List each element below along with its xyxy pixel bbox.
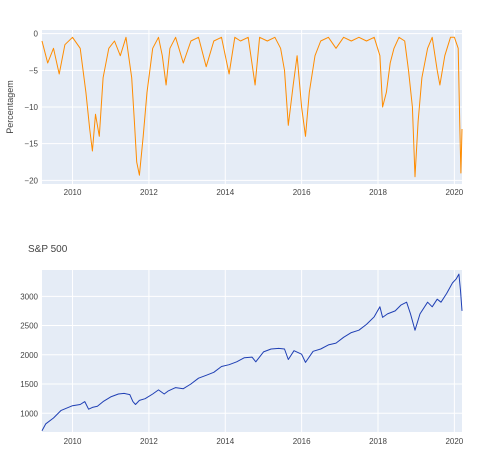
x-tick-label: 2010: [64, 437, 82, 446]
y-tick-label: −5: [29, 66, 39, 75]
x-tick-label: 2018: [369, 188, 387, 197]
x-tick-label: 2016: [293, 437, 311, 446]
y-tick-label: −15: [24, 140, 38, 149]
x-tick-label: 2014: [216, 437, 234, 446]
y-tick-label: −20: [24, 176, 38, 185]
sp500-chart: 2010 2012 2014 2016 2018 2020 1000 1500 2000 2500…: [20, 270, 464, 446]
y-axis-title: Percentagem: [5, 80, 15, 134]
x-tick-label: 2018: [369, 437, 387, 446]
series-line: [41, 273, 463, 432]
series-line: [41, 36, 463, 178]
plot-background: [42, 270, 462, 432]
x-tick-label: 2012: [140, 437, 158, 446]
x-tick-label: 2010: [64, 188, 82, 197]
x-tick-label: 2020: [445, 188, 463, 197]
y-tick-label: 1000: [20, 409, 38, 418]
x-tick-label: 2012: [140, 188, 158, 197]
sp500-chart-title: S&P 500: [28, 244, 68, 255]
y-tick-label: 2500: [20, 322, 38, 331]
y-tick-label: 0: [34, 30, 39, 39]
x-tick-label: 2014: [216, 188, 234, 197]
y-tick-label: 2000: [20, 351, 38, 360]
x-tick-label: 2016: [293, 188, 311, 197]
x-tick-label: 2020: [445, 437, 463, 446]
y-tick-label: 3000: [20, 292, 38, 301]
y-tick-label: 1500: [20, 380, 38, 389]
y-tick-label: −10: [24, 103, 38, 112]
drawdown-chart: 2010 2012 2014 2016 2018 2020 0 −5 −10 −15 −20 Perc…: [5, 30, 464, 197]
